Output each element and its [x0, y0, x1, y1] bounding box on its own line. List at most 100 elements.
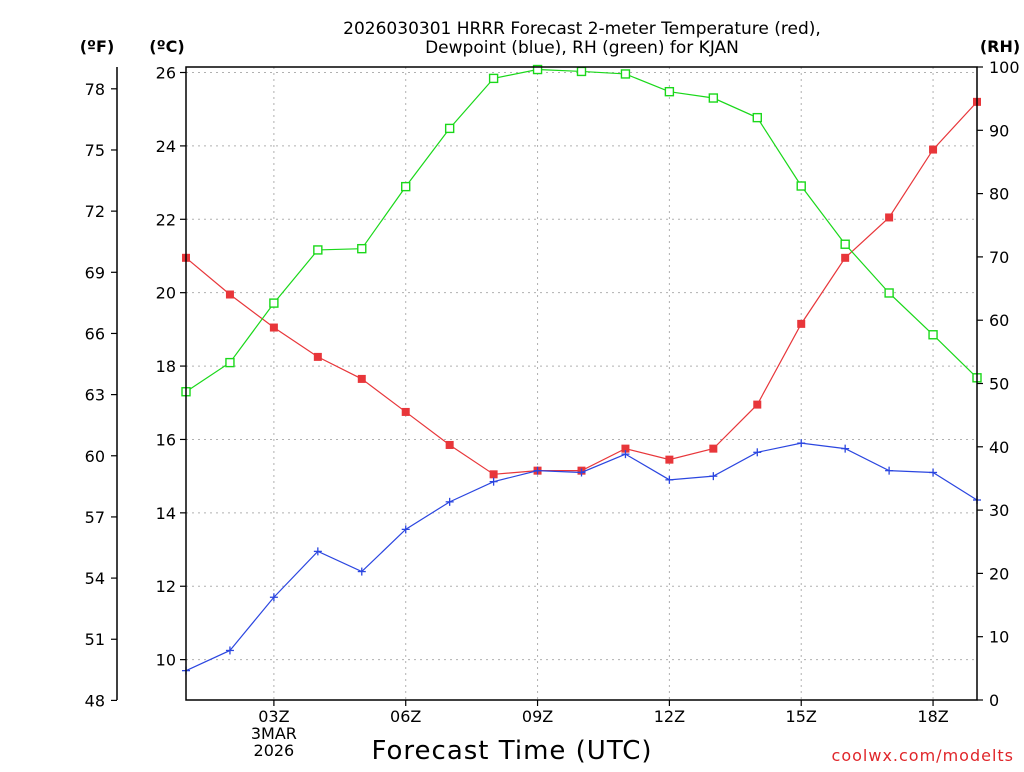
fahrenheit-tick-label: 54	[85, 569, 105, 588]
temperature-point	[489, 470, 498, 479]
fahrenheit-tick-label: 60	[85, 447, 105, 466]
rh-tick-label: 70	[989, 248, 1009, 267]
temperature-point	[797, 319, 806, 328]
rh-tick-label: 100	[989, 58, 1020, 77]
fahrenheit-tick-label: 48	[85, 691, 105, 710]
dewpoint-point	[621, 450, 630, 459]
dewpoint-point	[533, 466, 542, 475]
rh-point	[884, 288, 894, 298]
rh-point	[620, 69, 631, 79]
fahrenheit-tick-label: 51	[85, 630, 105, 649]
chart-title-line-1: 2026030301 HRRR Forecast 2-meter Tempera…	[343, 19, 821, 39]
dewpoint-point	[489, 477, 498, 486]
x-tick-label: 15Z	[786, 707, 817, 726]
dewpoint-point	[753, 448, 762, 457]
rh-tick-label: 60	[989, 311, 1009, 330]
temperature-point	[357, 374, 366, 383]
x-axis-label: Forecast Time (UTC)	[371, 736, 652, 766]
temperature-point	[269, 323, 278, 332]
rh-point	[840, 239, 850, 249]
rh-series-line	[185, 68, 978, 393]
temperature-point	[885, 213, 894, 222]
rh-tick-label: 10	[989, 628, 1009, 647]
rh-point	[313, 245, 323, 255]
credit-text: coolwx.com/modelts	[832, 746, 1014, 765]
dewpoint-series-line	[185, 442, 978, 672]
rh-tick-label: 80	[989, 185, 1009, 204]
celsius-tick-label: 18	[156, 357, 176, 376]
rh-point	[357, 243, 367, 254]
temperature-point	[621, 444, 630, 453]
x-tick-label: 06Z	[390, 707, 421, 726]
rh-point	[532, 64, 543, 75]
x-tick-label: 2026	[254, 741, 295, 760]
fahrenheit-tick-label: 66	[85, 324, 105, 343]
rh-point	[576, 66, 587, 77]
rh-point	[444, 123, 455, 134]
rh-point	[401, 181, 411, 192]
temperature-point	[401, 407, 410, 416]
dewpoint-point	[445, 497, 454, 506]
dewpoint-point	[665, 475, 674, 484]
fahrenheit-tick-label: 57	[85, 508, 105, 527]
celsius-tick-label: 26	[156, 64, 176, 83]
temperature-series-line	[185, 101, 978, 475]
celsius-tick-label: 16	[156, 430, 176, 449]
celsius-tick-label: 10	[156, 651, 176, 670]
temperature-point	[225, 290, 234, 299]
temperature-point	[929, 145, 938, 154]
dewpoint-point	[797, 439, 806, 448]
temperature-point	[841, 253, 850, 262]
rh-tick-label: 0	[989, 691, 999, 710]
dewpoint-point	[929, 468, 938, 477]
rh-point	[225, 357, 235, 368]
fahrenheit-tick-label: 72	[85, 202, 105, 221]
rh-point	[928, 330, 938, 340]
dewpoint-point	[577, 468, 586, 477]
rh-axis-label: (RH)	[980, 37, 1020, 56]
rh-tick-label: 40	[989, 438, 1009, 457]
dewpoint-point	[841, 444, 850, 453]
rh-point	[269, 298, 279, 308]
fahrenheit-tick-label: 78	[85, 80, 105, 99]
x-tick-label: 18Z	[917, 707, 948, 726]
dewpoint-point	[269, 593, 278, 602]
dewpoint-point	[225, 646, 234, 655]
celsius-tick-label: 20	[156, 284, 176, 303]
dewpoint-point	[885, 466, 894, 475]
rh-point	[752, 112, 762, 123]
fahrenheit-tick-label: 75	[85, 141, 105, 160]
dewpoint-point	[709, 472, 718, 481]
temperature-point	[313, 352, 322, 361]
rh-tick-label: 30	[989, 501, 1009, 520]
rh-tick-label: 20	[989, 564, 1009, 583]
x-tick-label: 3MAR	[251, 724, 297, 743]
rh-point	[664, 86, 675, 97]
temperature-point	[709, 444, 718, 453]
dewpoint-point	[313, 547, 322, 556]
celsius-tick-label: 22	[156, 210, 176, 229]
fahrenheit-tick-label: 63	[85, 386, 105, 405]
x-tick-label: 09Z	[522, 707, 553, 726]
x-tick-label: 03Z	[258, 707, 289, 726]
celsius-tick-label: 14	[156, 504, 176, 523]
temperature-point	[753, 400, 762, 409]
x-tick-label: 12Z	[654, 707, 685, 726]
dewpoint-point	[401, 525, 410, 534]
fahrenheit-axis-label: (ºF)	[80, 37, 115, 56]
rh-point	[796, 181, 806, 191]
chart-title-line-2: Dewpoint (blue), RH (green) for KJAN	[425, 38, 739, 58]
plot-frame	[185, 66, 978, 701]
rh-point	[488, 73, 499, 84]
celsius-tick-label: 12	[156, 577, 176, 596]
rh-point	[708, 93, 719, 103]
celsius-axis-label: (ºC)	[149, 37, 184, 56]
rh-tick-label: 90	[989, 121, 1009, 140]
rh-tick-label: 50	[989, 375, 1009, 394]
temperature-point	[445, 440, 454, 449]
fahrenheit-tick-label: 69	[85, 263, 105, 282]
temperature-point	[665, 455, 674, 464]
celsius-tick-label: 24	[156, 137, 176, 156]
